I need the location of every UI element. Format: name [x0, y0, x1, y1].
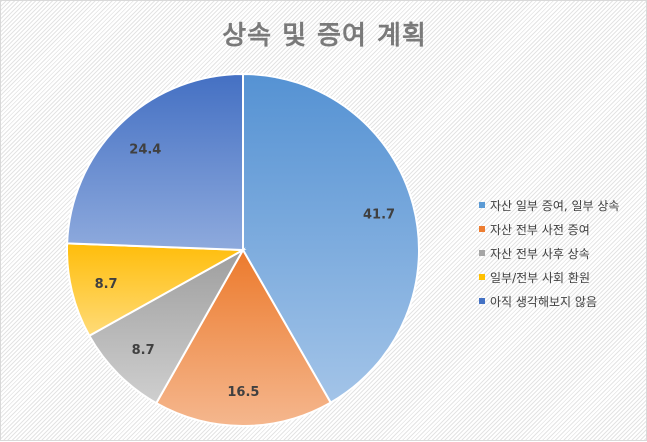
pie-slice: [66, 242, 247, 338]
legend-swatch: [479, 202, 485, 208]
pie-slice: [154, 247, 333, 427]
pie-slice: [66, 72, 244, 252]
legend-item: 아직 생각해보지 않음: [479, 289, 619, 313]
pie-slices: [66, 72, 420, 427]
legend-item: 자산 전부 사후 상속: [479, 241, 619, 265]
legend-item: 일부/전부 사회 환원: [479, 265, 619, 289]
data-label: 41.7: [363, 208, 395, 223]
data-label: 24.4: [129, 143, 161, 158]
chart-title: 상속 및 증여 계획: [222, 21, 427, 51]
legend-swatch: [479, 226, 485, 232]
legend-label: 자산 전부 사후 상속: [490, 246, 590, 261]
data-label: 16.5: [227, 385, 259, 400]
legend-label: 자산 전부 사전 증여: [490, 222, 590, 237]
pie-slice: [242, 72, 420, 404]
legend-swatch: [479, 274, 485, 280]
legend-label: 아직 생각해보지 않음: [490, 294, 597, 309]
pie-data-labels: 41.7 16.5 8.7 8.7 24.4: [95, 143, 396, 400]
legend: 자산 일부 증여, 일부 상속 자산 전부 사전 증여 자산 전부 사후 상속 …: [479, 193, 619, 313]
pie-slice: [87, 247, 246, 405]
data-label: 8.7: [132, 343, 155, 358]
legend-label: 일부/전부 사회 환원: [490, 270, 590, 285]
data-label: 8.7: [95, 277, 118, 292]
legend-swatch: [479, 298, 485, 304]
legend-item: 자산 일부 증여, 일부 상속: [479, 193, 619, 217]
legend-swatch: [479, 250, 485, 256]
legend-label: 자산 일부 증여, 일부 상속: [490, 198, 620, 213]
legend-item: 자산 전부 사전 증여: [479, 217, 619, 241]
